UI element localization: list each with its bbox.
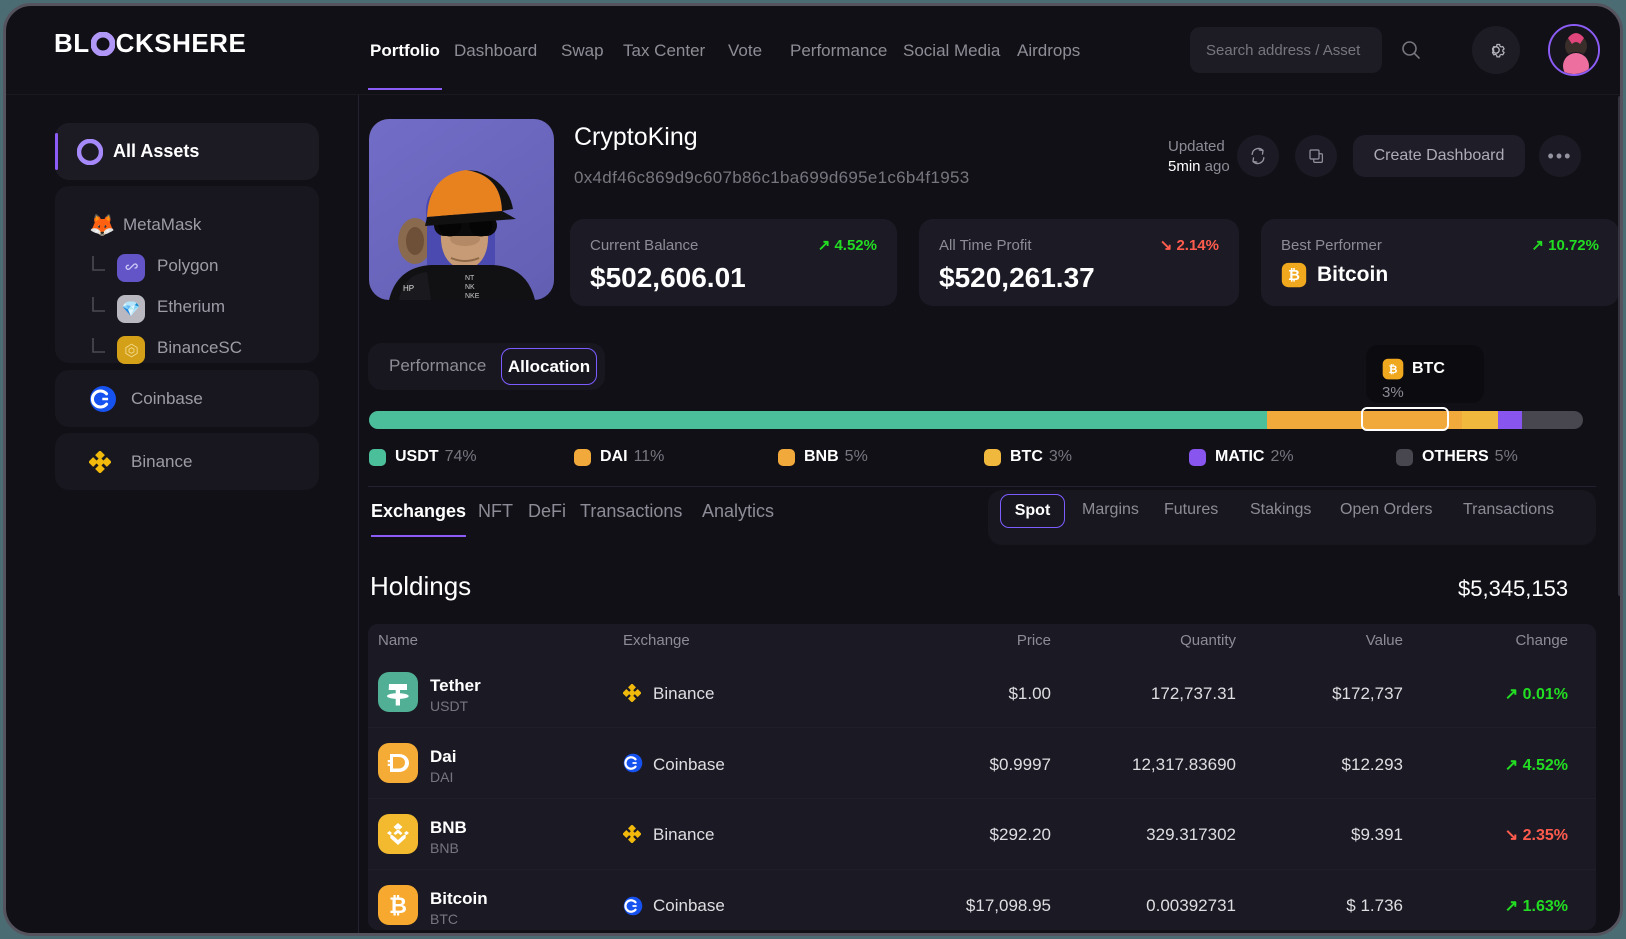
svg-text:NK: NK	[465, 284, 475, 291]
svg-text:HP: HP	[403, 284, 414, 293]
svg-text:NKE: NKE	[465, 293, 480, 300]
svg-text:₿: ₿	[1288, 268, 1300, 284]
svg-text:NT: NT	[465, 275, 475, 282]
svg-text:₿: ₿	[1389, 364, 1398, 376]
svg-text:₿: ₿	[389, 893, 407, 918]
